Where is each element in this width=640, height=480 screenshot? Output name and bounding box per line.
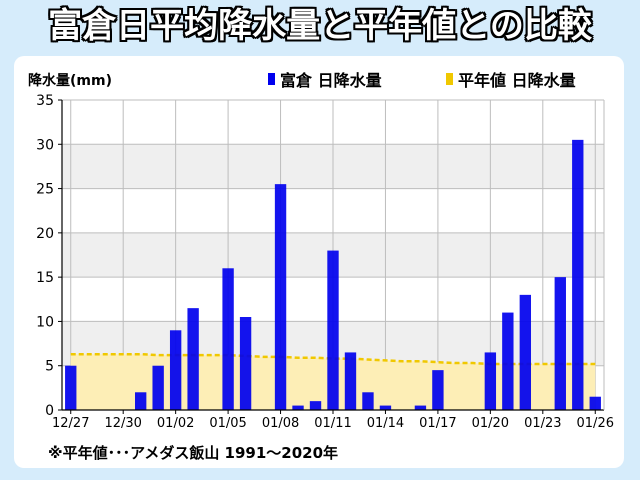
chart-title: 富倉日平均降水量と平年値との比較: [48, 6, 592, 46]
bar: [222, 268, 234, 410]
y-axis-label: 降水量(mm): [28, 72, 112, 89]
legend-label-normal: 平年値 日降水量: [458, 71, 576, 90]
chart-panel: 0 5 10 15 20 25 30 35 12/27 12/30 01/02 01/05 01/08…: [14, 56, 624, 468]
y-tick-label: 20: [36, 226, 54, 242]
legend-swatch-bar: [268, 73, 275, 85]
x-tick-label: 12/30: [104, 416, 141, 431]
axes: [61, 100, 605, 411]
legend-label-bar: 富倉 日降水量: [280, 71, 382, 90]
bar: [309, 401, 322, 410]
x-tick-label: 01/17: [419, 416, 456, 431]
bar: [379, 405, 392, 410]
legend-swatch-normal: [446, 73, 453, 85]
bar: [152, 365, 164, 410]
legend: 富倉 日降水量 平年値 日降水量: [268, 71, 576, 90]
bar: [554, 277, 566, 410]
x-tick-label: 01/02: [157, 416, 194, 431]
y-tick-label: 25: [36, 182, 54, 198]
bar: [589, 396, 601, 410]
bar: [502, 312, 514, 410]
bar: [414, 405, 427, 410]
precipitation-chart: 0 5 10 15 20 25 30 35 12/27 12/30 01/02 01/05 01/08…: [28, 71, 614, 431]
y-tick-label: 35: [36, 93, 54, 109]
bar: [169, 330, 182, 410]
footnote: ※平年値･･･アメダス飯山 1991〜2020年: [48, 444, 339, 462]
x-tick-label: 01/14: [367, 416, 404, 431]
bar: [519, 294, 532, 410]
x-tick-label: 01/08: [262, 416, 299, 431]
y-tick-label: 30: [36, 137, 54, 153]
bar: [292, 405, 304, 410]
bar: [484, 352, 497, 410]
bar: [344, 352, 357, 410]
bar: [327, 250, 339, 410]
y-tick-label: 10: [36, 314, 54, 330]
x-tick-label: 01/26: [577, 416, 614, 431]
bar: [65, 365, 77, 410]
x-tick-labels: 12/27 12/30 01/02 01/05 01/08 01/11 01/14 01/17…: [52, 416, 614, 431]
bar: [432, 370, 444, 410]
x-tick-label: 01/11: [314, 416, 351, 431]
x-tick-label: 01/20: [472, 416, 509, 431]
bar-series: [65, 139, 601, 410]
bar: [572, 139, 584, 410]
x-tick-label: 01/23: [524, 416, 561, 431]
bar: [274, 184, 287, 410]
bar: [134, 392, 147, 410]
y-tick-label: 0: [45, 403, 54, 419]
y-tick-labels: 0 5 10 15 20 25 30 35: [36, 93, 54, 419]
y-tick-label: 5: [45, 359, 54, 375]
bar: [187, 308, 199, 410]
bar: [362, 392, 374, 410]
bar: [239, 317, 252, 410]
x-tick-label: 12/27: [52, 416, 89, 431]
x-tick-label: 01/05: [209, 416, 246, 431]
y-tick-label: 15: [36, 270, 54, 286]
